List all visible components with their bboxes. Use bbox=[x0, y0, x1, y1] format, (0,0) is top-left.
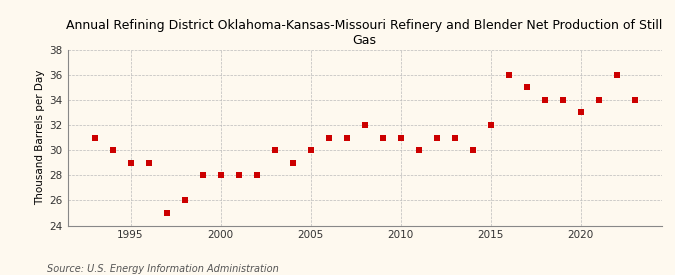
Point bbox=[197, 173, 208, 177]
Point bbox=[287, 160, 298, 165]
Point bbox=[161, 211, 172, 215]
Point bbox=[611, 72, 622, 77]
Point bbox=[125, 160, 136, 165]
Point bbox=[89, 135, 100, 140]
Point bbox=[359, 123, 370, 127]
Point bbox=[251, 173, 262, 177]
Point bbox=[503, 72, 514, 77]
Point bbox=[593, 98, 604, 102]
Point bbox=[341, 135, 352, 140]
Title: Annual Refining District Oklahoma-Kansas-Missouri Refinery and Blender Net Produ: Annual Refining District Oklahoma-Kansas… bbox=[66, 19, 663, 47]
Point bbox=[395, 135, 406, 140]
Point bbox=[305, 148, 316, 152]
Point bbox=[233, 173, 244, 177]
Point bbox=[575, 110, 586, 115]
Point bbox=[449, 135, 460, 140]
Point bbox=[557, 98, 568, 102]
Point bbox=[539, 98, 550, 102]
Y-axis label: Thousand Barrels per Day: Thousand Barrels per Day bbox=[35, 70, 45, 205]
Point bbox=[629, 98, 640, 102]
Point bbox=[485, 123, 496, 127]
Point bbox=[521, 85, 532, 89]
Text: Source: U.S. Energy Information Administration: Source: U.S. Energy Information Administ… bbox=[47, 264, 279, 274]
Point bbox=[467, 148, 478, 152]
Point bbox=[413, 148, 424, 152]
Point bbox=[323, 135, 334, 140]
Point bbox=[431, 135, 442, 140]
Point bbox=[107, 148, 118, 152]
Point bbox=[143, 160, 154, 165]
Point bbox=[215, 173, 226, 177]
Point bbox=[179, 198, 190, 203]
Point bbox=[377, 135, 388, 140]
Point bbox=[269, 148, 280, 152]
